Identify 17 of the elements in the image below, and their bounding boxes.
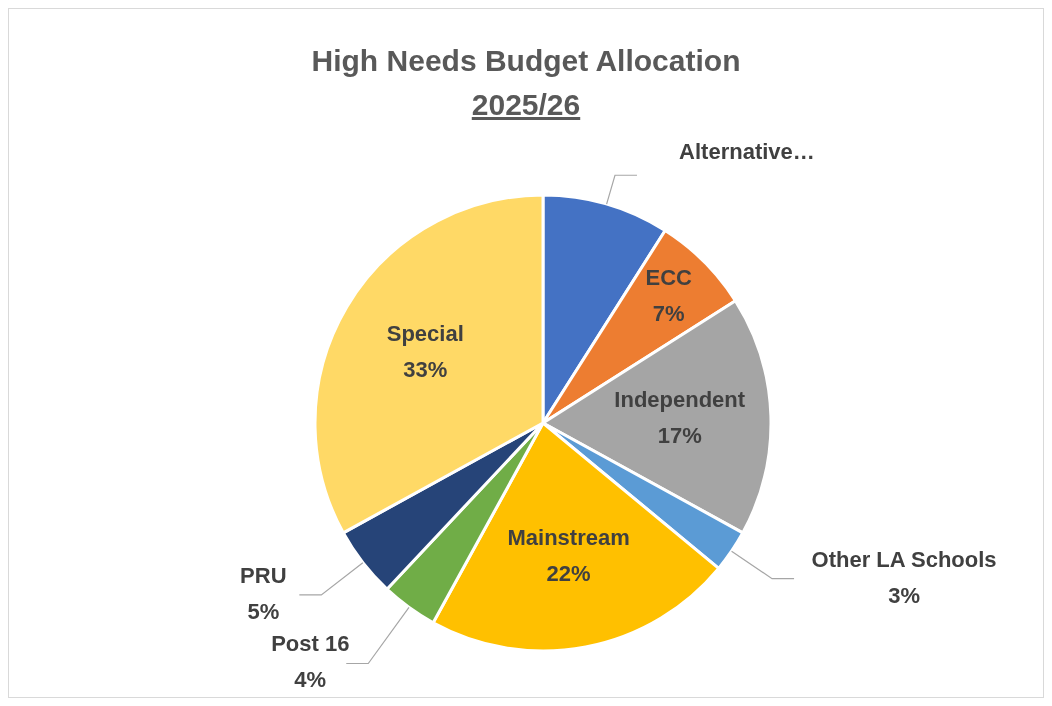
data-label: 3% — [888, 582, 920, 608]
slice-label: Post 16 — [271, 631, 350, 657]
data-label: 33% — [403, 357, 448, 383]
data-label: 5% — [247, 598, 280, 624]
slice-label: Mainstream — [507, 525, 630, 551]
data-label: 22% — [546, 561, 591, 587]
chart-subtitle: 2025/26 — [470, 87, 582, 123]
slice-label: PRU — [240, 562, 287, 588]
slice-label: Alternative… — [679, 139, 815, 165]
data-label: 7% — [652, 301, 685, 327]
slice-label: Special — [386, 321, 464, 347]
slice-label: Other LA Schools — [811, 546, 997, 572]
data-label: 4% — [294, 667, 327, 693]
slice-label: ECC — [645, 265, 693, 291]
slice-label: Independent — [614, 386, 746, 412]
data-label: 17% — [657, 422, 702, 448]
chart-title: High Needs Budget Allocation — [310, 43, 742, 79]
